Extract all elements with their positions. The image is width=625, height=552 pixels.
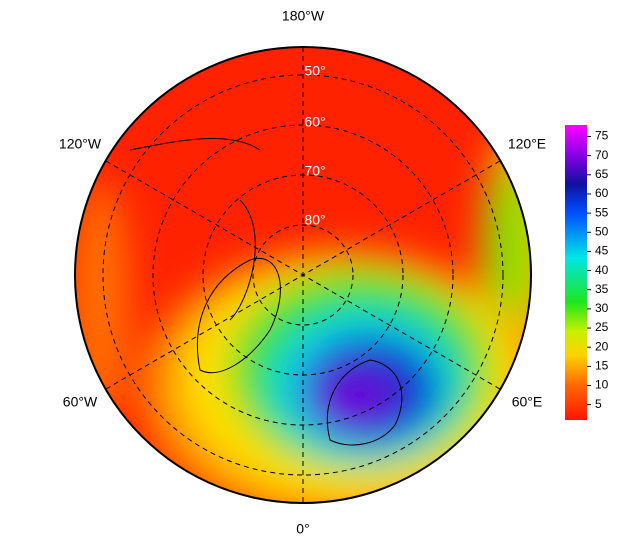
colorbar-tick-label: 55 bbox=[595, 205, 609, 219]
graticule bbox=[102, 47, 504, 503]
colorbar-tick-label: 5 bbox=[595, 397, 602, 411]
lon-label: 0° bbox=[296, 521, 309, 537]
lon-label: 120°W bbox=[59, 136, 102, 152]
lat-label: 50° bbox=[304, 63, 325, 79]
colorbar-tick-label: 40 bbox=[595, 263, 609, 277]
lon-label: 120°E bbox=[508, 136, 546, 152]
colorbar-tick-label: 45 bbox=[595, 244, 609, 258]
colorbar-tick-label: 50 bbox=[595, 224, 609, 238]
colorbar-tick-label: 20 bbox=[595, 339, 609, 353]
colorbar-tick-label: 60 bbox=[595, 186, 609, 200]
colorbar-tick-label: 30 bbox=[595, 301, 609, 315]
lon-label: 60°W bbox=[63, 394, 98, 410]
colorbar bbox=[565, 125, 587, 420]
lat-label: 80° bbox=[304, 212, 325, 228]
lat-label: 60° bbox=[304, 114, 325, 130]
lon-label: 60°E bbox=[512, 394, 543, 410]
colorbar-tick-label: 35 bbox=[595, 282, 609, 296]
colorbar-tick-label: 15 bbox=[595, 359, 609, 373]
colorbar-tick-label: 75 bbox=[595, 129, 609, 143]
colorbar-tick-label: 65 bbox=[595, 167, 609, 181]
map-border bbox=[74, 46, 532, 504]
colorbar-tick-label: 10 bbox=[595, 378, 609, 392]
coastlines bbox=[129, 137, 403, 446]
colorbar-tick-label: 70 bbox=[595, 148, 609, 162]
colorbar-tick-label: 25 bbox=[595, 320, 609, 334]
lon-label: 180°W bbox=[282, 8, 325, 24]
lat-label: 70° bbox=[304, 163, 325, 179]
